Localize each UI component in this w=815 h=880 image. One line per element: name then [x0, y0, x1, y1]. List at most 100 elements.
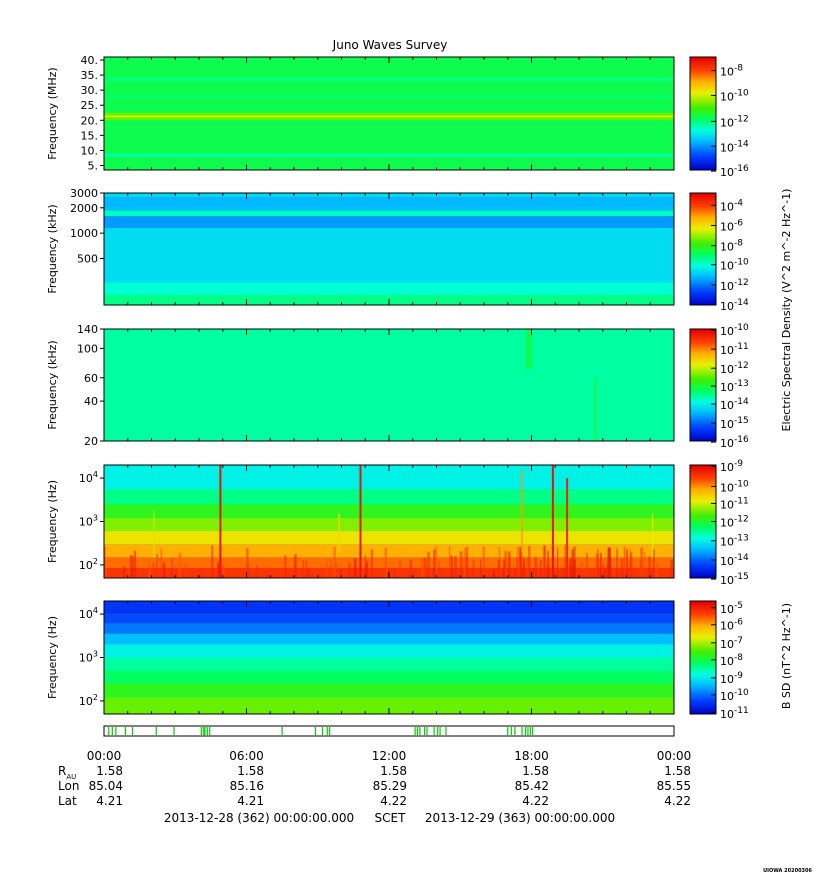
colorbar-tick-label: 10-12 [720, 278, 749, 293]
colorbar-tick-label: 10-12 [720, 361, 749, 376]
burst-149 [152, 563, 155, 578]
band-b-hz-8 [104, 683, 674, 698]
colorbar-tick-label: 10-15 [720, 416, 749, 431]
emission-e-hz-7 [652, 513, 654, 558]
burst-70 [307, 569, 310, 578]
colorbar-tick-label: 10-10 [720, 88, 749, 103]
y-tick-label: 10. [81, 144, 99, 157]
burst-20 [557, 547, 559, 578]
burst-2 [534, 556, 537, 578]
burst-94 [648, 569, 650, 578]
burst-51 [650, 570, 654, 578]
burst-58 [564, 544, 566, 578]
colorbar-tick-label: 10-7 [720, 636, 743, 651]
burst-25 [537, 563, 539, 578]
colorbar-tick-label: 10-10 [720, 480, 749, 495]
y-axis-label: Frequency (kHz) [46, 340, 59, 429]
burst-21 [148, 560, 150, 578]
burst-66 [302, 560, 305, 578]
y-tick-label: 1000 [70, 227, 98, 240]
burst-19 [438, 561, 441, 578]
burst-126 [429, 566, 431, 578]
burst-119 [433, 549, 436, 578]
burst-86 [129, 554, 132, 578]
burst-23 [364, 555, 366, 578]
y-tick-label: 104 [79, 470, 98, 485]
burst-125 [284, 555, 287, 578]
burst-60 [201, 569, 203, 578]
colorbar-tick-label: 10-9 [720, 459, 743, 474]
chart-title: Juno Waves Survey [332, 38, 448, 52]
ephemeris-value: 85.55 [657, 779, 691, 793]
burst-95 [640, 547, 644, 578]
burst-113 [599, 552, 602, 578]
burst-101 [543, 545, 546, 578]
burst-148 [130, 555, 134, 578]
y-tick-label: 100 [77, 342, 98, 355]
colorbar-b-hz: 10-5 10-6 10-7 10-8 10-9 10-10 10-11 [689, 600, 749, 721]
burst-124 [454, 556, 457, 578]
colorbar-tick-label: 10-14 [720, 298, 749, 313]
y-tick-label: 5. [88, 160, 99, 173]
burst-32 [255, 565, 258, 578]
burst-22 [671, 565, 675, 578]
ephemeris-table: RAU 1.58 1.58 1.58 1.58 1.58 Lon 85.04 85.16 85.2… [58, 764, 691, 808]
burst-74 [409, 559, 413, 578]
time-tick-label: 06:00 [229, 749, 264, 763]
ephemeris-value: 4.22 [380, 794, 407, 808]
band-b-hz-3 [104, 623, 674, 634]
colorbar-tick-label: 10-12 [720, 515, 749, 530]
burst-63 [339, 568, 342, 578]
burst-99 [370, 549, 374, 578]
burst-13 [482, 546, 485, 578]
burst-9 [348, 563, 352, 578]
burst-14 [335, 563, 337, 578]
y-axis-label: Frequency (Hz) [46, 480, 59, 563]
ephemeris-value: 1.58 [522, 764, 549, 778]
burst-92 [518, 546, 522, 578]
emission-e-hz-1 [359, 465, 362, 578]
burst-141 [522, 557, 525, 578]
burst-138 [516, 556, 518, 578]
colorbar-tick-label: 10-6 [720, 618, 743, 633]
mode-bar-ticks [108, 727, 534, 735]
colorbar-tick-label: 10-15 [720, 572, 749, 587]
burst-127 [294, 554, 297, 578]
ephemeris-value: 4.22 [522, 794, 549, 808]
burst-29 [171, 558, 173, 578]
burst-39 [609, 556, 612, 578]
colorbar-tick-label: 10-14 [720, 397, 749, 412]
ephemeris-value: 1.58 [96, 764, 123, 778]
y-axis-label: Frequency (kHz) [46, 204, 59, 293]
burst-100 [503, 560, 506, 578]
magnetic-colorbar-label: B SD (nT^2 Hz^-1) [780, 603, 793, 709]
colorbar-tick-label: 10-8 [720, 653, 743, 668]
emission-e-hz-4 [551, 465, 554, 578]
burst-71 [507, 551, 511, 578]
y-tick-label: 102 [79, 557, 98, 572]
burst-146 [528, 545, 531, 578]
footer-start-time: 2013-12-28 (362) 00:00:00.000 [164, 811, 354, 825]
burst-134 [384, 547, 387, 578]
burst-81 [644, 552, 646, 578]
burst-8 [581, 562, 583, 578]
burst-147 [216, 564, 219, 578]
band-hf-mhz-3 [104, 153, 674, 157]
burst-132 [173, 565, 176, 578]
band-hf-khz-6 [104, 196, 674, 207]
burst-38 [606, 560, 609, 578]
burst-67 [427, 551, 430, 578]
burst-139 [546, 566, 550, 578]
burst-61 [421, 558, 424, 578]
ephemeris-value: 4.22 [664, 794, 691, 808]
band-b-hz-2 [104, 614, 674, 624]
ephemeris-row-label: RAU [58, 764, 76, 781]
mode-bar-frame [103, 725, 675, 737]
burst-35 [178, 552, 182, 578]
colorbar-tick-label: 10-10 [720, 323, 749, 338]
burst-42 [464, 547, 468, 578]
colorbar-tick-label: 10-6 [720, 219, 743, 234]
burst-123 [504, 550, 507, 578]
